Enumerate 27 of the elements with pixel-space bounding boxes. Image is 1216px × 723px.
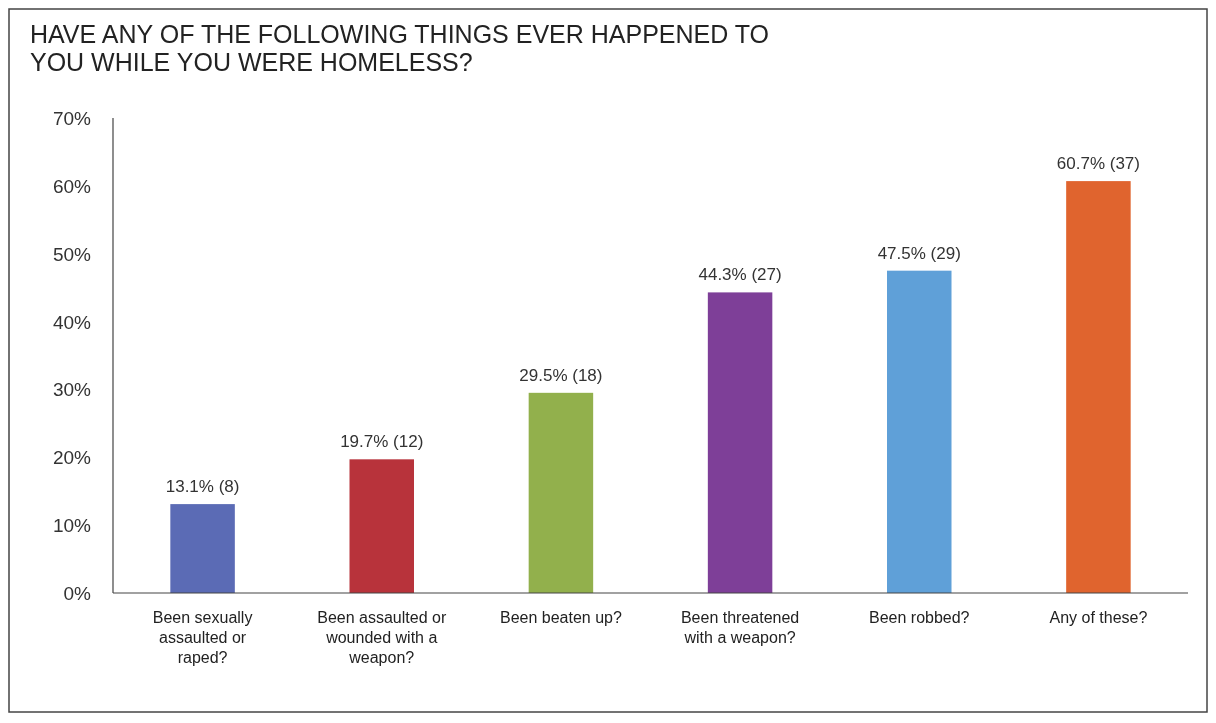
bar: [1066, 181, 1131, 593]
bar: [170, 504, 235, 593]
chart-title: HAVE ANY OF THE FOLLOWING THINGS EVER HAPPENED TO YOU WHILE YOU WERE HOMELESS?: [30, 20, 770, 76]
data-label: 19.7% (12): [340, 432, 424, 452]
data-label: 60.7% (37): [1056, 154, 1140, 174]
y-tick-label: 10%: [52, 515, 92, 537]
data-label: 47.5% (29): [877, 243, 961, 263]
x-tick-label: Been assaulted or wounded with a weapon?: [317, 609, 447, 666]
y-tick-label: 60%: [52, 175, 92, 197]
y-tick-label: 0%: [63, 583, 92, 604]
bar: [349, 459, 414, 593]
bar: [887, 270, 952, 593]
y-tick-label: 70%: [52, 108, 92, 129]
x-tick-label: Any of these?: [1049, 609, 1148, 626]
x-tick-label: Been beaten up?: [499, 609, 622, 626]
data-label: 13.1% (8): [165, 477, 240, 497]
x-tick-label: Been robbed?: [868, 609, 970, 626]
y-tick-label: 50%: [52, 243, 92, 265]
x-tick-label: Been sexually assaulted or raped?: [152, 609, 253, 666]
bar: [528, 392, 594, 593]
y-tick-label: 20%: [52, 447, 92, 469]
bar: [707, 292, 773, 593]
data-label: 29.5% (18): [519, 365, 603, 385]
y-tick-label: 30%: [52, 379, 92, 401]
y-tick-label: 40%: [52, 311, 92, 333]
x-tick-label: Been threatened with a weapon?: [680, 609, 800, 646]
data-label: 44.3% (27): [698, 265, 782, 285]
